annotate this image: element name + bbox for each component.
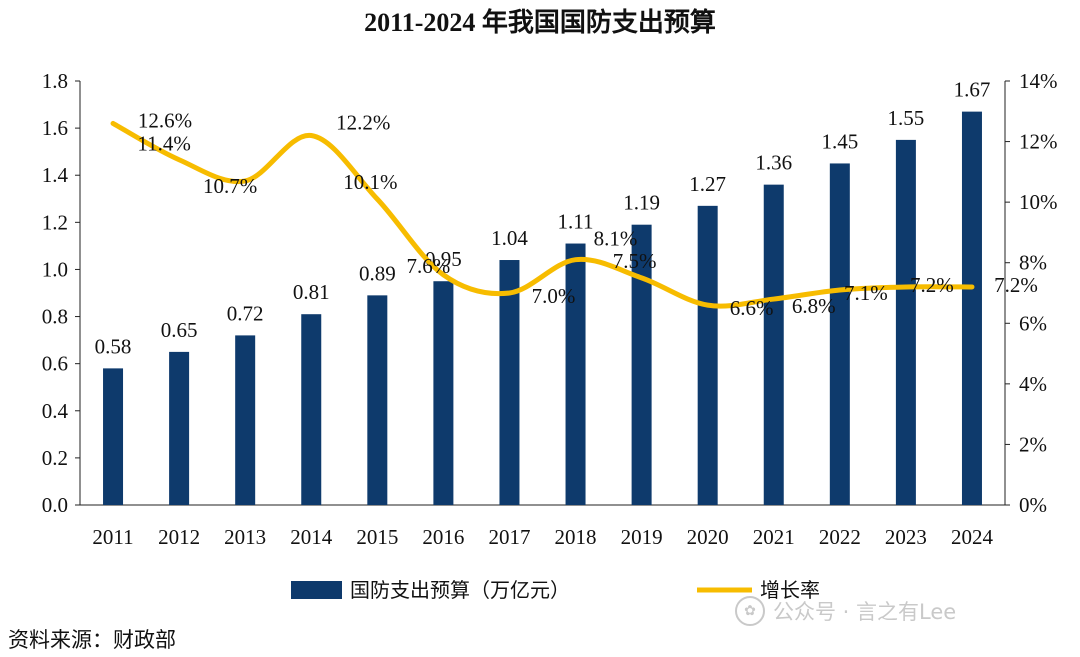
bar-value-label: 0.65 xyxy=(161,318,198,342)
x-tick-label: 2018 xyxy=(555,525,597,549)
y-left-tick-label: 0.6 xyxy=(42,352,68,376)
bar-value-label: 1.27 xyxy=(689,172,726,196)
y-left-tick-label: 1.0 xyxy=(42,257,68,281)
y-right-tick-label: 10% xyxy=(1019,190,1058,214)
x-tick-label: 2015 xyxy=(356,525,398,549)
x-tick-label: 2014 xyxy=(290,525,333,549)
bar-value-label: 1.45 xyxy=(821,129,858,153)
bar-value-label: 0.72 xyxy=(227,301,264,325)
growth-value-label: 10.7% xyxy=(203,174,257,198)
bar xyxy=(499,260,520,505)
growth-value-label: 6.8% xyxy=(792,294,836,318)
x-tick-label: 2022 xyxy=(819,525,861,549)
x-tick-label: 2020 xyxy=(687,525,729,549)
growth-value-label: 7.5% xyxy=(613,249,657,273)
bar xyxy=(697,205,718,505)
y-right-tick-label: 12% xyxy=(1019,130,1058,154)
x-tick-label: 2024 xyxy=(951,525,994,549)
bar xyxy=(631,224,652,505)
bar-series xyxy=(103,111,982,506)
chart-title: 2011-2024 年我国国防支出预算 xyxy=(364,8,716,37)
bar xyxy=(169,351,190,505)
x-tick-label: 2023 xyxy=(885,525,927,549)
bar-value-label: 1.36 xyxy=(755,151,792,175)
growth-value-label: 10.1% xyxy=(343,170,397,194)
bar xyxy=(301,314,322,505)
growth-value-label: 12.2% xyxy=(336,111,390,135)
bar-value-label: 1.11 xyxy=(558,210,594,234)
bar xyxy=(961,111,982,505)
x-tick-label: 2013 xyxy=(224,525,266,549)
x-tick-label: 2011 xyxy=(92,525,133,549)
bar xyxy=(829,163,850,505)
y-left-tick-label: 0.8 xyxy=(42,305,68,329)
growth-value-label: 8.1% xyxy=(594,227,638,251)
legend-bar-swatch xyxy=(291,581,342,599)
bar xyxy=(565,243,586,506)
growth-value-label: 7.0% xyxy=(532,284,576,308)
legend-line-label: 增长率 xyxy=(760,578,820,602)
axes: 0.0 0.2 0.4 0.6 0.8 1.0 1.2 1.4 1.6 1.8 0% 2% 4% 6% 8%… xyxy=(42,69,1058,549)
growth-value-label: 7.2% xyxy=(910,273,954,297)
bar xyxy=(103,368,124,505)
bar xyxy=(895,139,916,505)
x-tick-label: 2017 xyxy=(488,525,530,549)
growth-value-label: 7.1% xyxy=(844,281,888,305)
y-right-tick-label: 2% xyxy=(1019,432,1047,456)
bar xyxy=(367,295,388,505)
watermark: ✿ 公众号 · 言之有Lee xyxy=(735,596,956,626)
legend-bar-label: 国防支出预算（万亿元） xyxy=(350,578,570,602)
growth-value-label: 6.6% xyxy=(730,296,774,320)
bar-value-label: 0.81 xyxy=(293,280,330,304)
bar-value-label: 1.67 xyxy=(954,78,991,102)
watermark-text: 公众号 · 言之有Lee xyxy=(773,600,957,624)
bar xyxy=(235,335,256,505)
bar-value-label: 1.55 xyxy=(888,106,925,130)
growth-value-label: 7.6% xyxy=(407,254,451,278)
growth-value-label: 12.6% xyxy=(138,108,192,132)
source-note: 资料来源：财政部 xyxy=(8,628,176,652)
growth-value-label: 7.2% xyxy=(994,273,1038,297)
y-right-tick-label: 4% xyxy=(1019,372,1047,396)
growth-line-series xyxy=(110,120,975,309)
growth-value-label: 11.4% xyxy=(137,132,190,156)
bar-labels: 0.580.650.720.810.890.951.041.111.191.27… xyxy=(95,78,991,359)
y-left-tick-label: 1.6 xyxy=(42,116,68,140)
bar-value-label: 1.04 xyxy=(491,226,528,250)
x-tick-label: 2019 xyxy=(621,525,663,549)
bar-value-label: 0.58 xyxy=(95,334,132,358)
growth-labels: 12.6%11.4% 10.7% 12.2% 10.1% 7.6% 7.0% 8.1%7.5… xyxy=(137,108,1037,320)
bar xyxy=(763,184,784,505)
y-left-tick-label: 0.0 xyxy=(42,493,68,517)
wechat-icon: ✿ xyxy=(735,596,765,626)
y-left-tick-label: 1.8 xyxy=(42,69,68,93)
y-right-tick-label: 6% xyxy=(1019,311,1047,335)
bar-value-label: 0.89 xyxy=(359,261,396,285)
legend: 国防支出预算（万亿元） 增长率 xyxy=(291,578,820,602)
y-left-tick-label: 0.4 xyxy=(42,399,69,423)
y-left-tick-label: 0.2 xyxy=(42,446,68,470)
y-right-tick-label: 8% xyxy=(1019,251,1047,275)
bar xyxy=(433,281,454,505)
x-tick-label: 2016 xyxy=(422,525,464,549)
y-right-tick-label: 0% xyxy=(1019,493,1047,517)
y-left-tick-label: 1.4 xyxy=(42,163,69,187)
y-right-tick-label: 14% xyxy=(1019,69,1058,93)
bar-value-label: 1.19 xyxy=(623,191,660,215)
growth-line xyxy=(110,120,975,309)
x-tick-label: 2021 xyxy=(753,525,795,549)
y-left-tick-label: 1.2 xyxy=(42,210,68,234)
x-tick-label: 2012 xyxy=(158,525,200,549)
